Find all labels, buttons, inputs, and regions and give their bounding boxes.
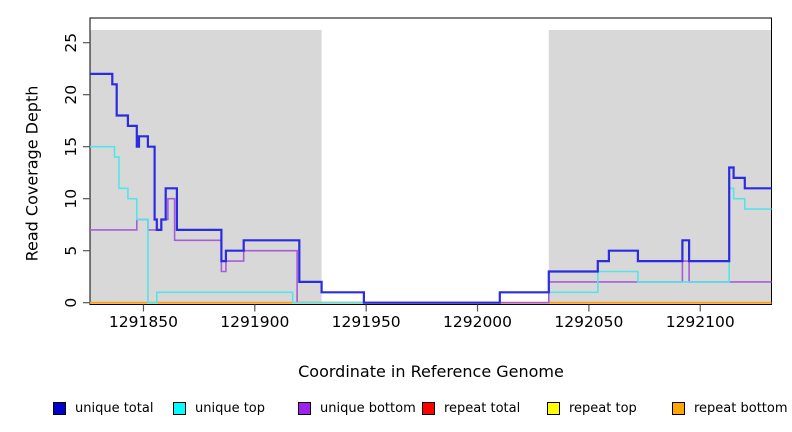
legend-item-unique-bottom: unique bottom (298, 401, 416, 416)
legend-swatch-unique-bottom (298, 402, 311, 415)
x-tick-label: 1291950 (332, 313, 401, 331)
legend-item-repeat-total: repeat total (422, 401, 520, 416)
y-tick-label: 20 (62, 85, 80, 105)
y-tick-label: 10 (62, 189, 80, 209)
shaded-region (90, 30, 322, 303)
legend-item-unique-top: unique top (173, 401, 265, 416)
legend-label: unique top (195, 401, 266, 416)
y-tick-label: 0 (62, 298, 80, 308)
series-line-unique-top (90, 145, 772, 304)
legend-item-unique-total: unique total (53, 401, 153, 416)
plot-box (89, 17, 772, 305)
x-axis-label: Coordinate in Reference Genome (298, 362, 564, 381)
x-tick-label: 1291850 (109, 313, 178, 331)
series-line-unique-total (90, 72, 772, 304)
x-tick-label: 1292100 (666, 313, 735, 331)
legend-label: unique bottom (320, 401, 416, 416)
legend-label: unique total (75, 401, 154, 416)
legend-swatch-repeat-top (547, 402, 560, 415)
legend-swatch-repeat-total (422, 402, 435, 415)
y-axis-label: Read Coverage Depth (22, 85, 42, 262)
y-tick-label: 15 (62, 137, 80, 157)
legend-swatch-unique-total (53, 402, 66, 415)
legend-label: repeat bottom (694, 401, 788, 416)
legend: unique total unique top unique bottom repea… (0, 401, 792, 423)
y-tick-label: 5 (62, 246, 80, 256)
x-tick-label: 1292050 (554, 313, 623, 331)
legend-swatch-repeat-bottom (672, 402, 685, 415)
x-tick-label: 1292000 (443, 313, 512, 331)
legend-swatch-unique-top (173, 402, 186, 415)
y-tick-label: 25 (62, 33, 80, 53)
legend-item-repeat-bottom: repeat bottom (672, 401, 788, 416)
legend-label: repeat top (569, 401, 637, 416)
x-tick-label: 1291900 (220, 313, 289, 331)
legend-label: repeat total (444, 401, 521, 416)
legend-item-repeat-top: repeat top (547, 401, 637, 416)
